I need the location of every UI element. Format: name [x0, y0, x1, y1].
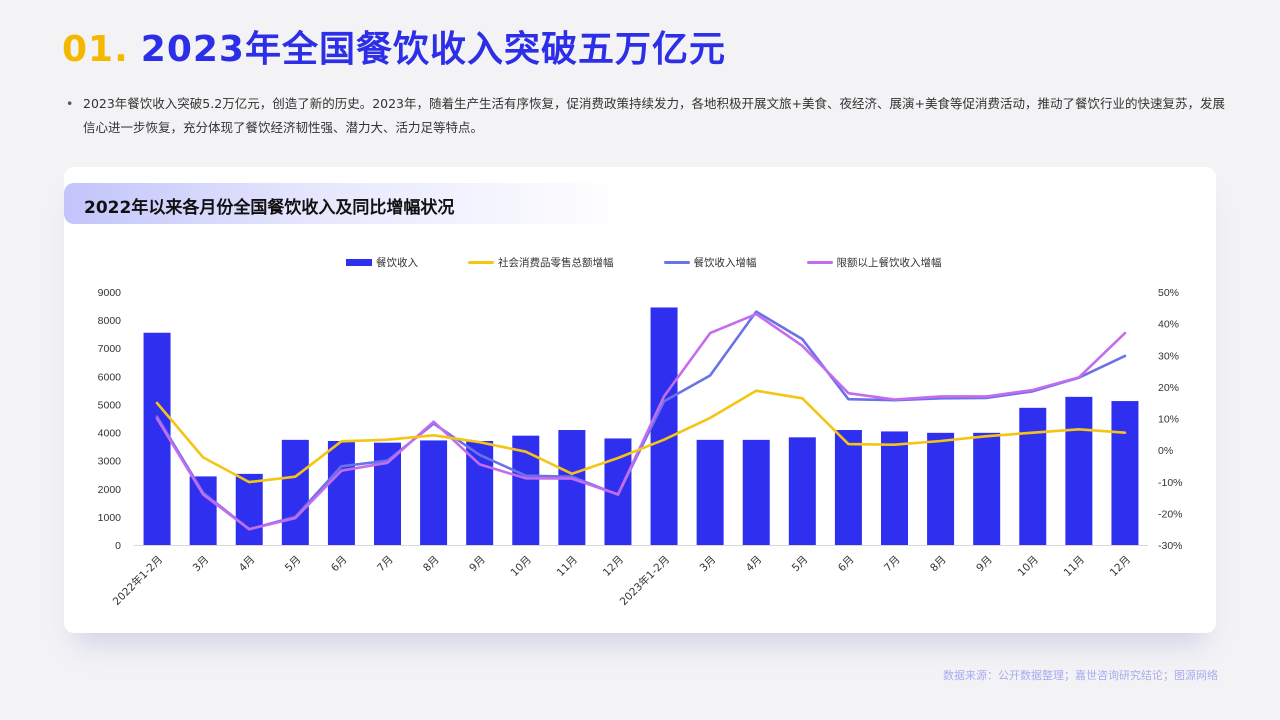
- bar-revenue: [235, 473, 263, 545]
- chart-header: 2022年以来各月份全国餐饮收入及同比增幅状况: [64, 183, 624, 224]
- y-left-tick-label: 8000: [98, 315, 122, 327]
- x-tick-label: 4月: [744, 554, 765, 575]
- bar-revenue: [881, 431, 908, 545]
- x-tick-label: 5月: [283, 554, 304, 575]
- bar-revenue: [281, 439, 309, 545]
- page-title: 01. 2023年全国餐饮收入突破五万亿元: [62, 20, 726, 72]
- bar-revenue: [327, 440, 355, 545]
- bar-revenue: [973, 432, 1001, 545]
- x-tick-label: 7月: [882, 554, 903, 575]
- x-tick-label: 4月: [237, 554, 258, 575]
- x-tick-label: 7月: [375, 554, 396, 575]
- bar-revenue: [420, 440, 448, 545]
- x-tick-label: 11月: [555, 554, 580, 579]
- bar-revenue: [143, 332, 171, 545]
- legend-item-revenue: 餐饮收入: [346, 255, 418, 269]
- legend-line-swatch: [806, 260, 833, 264]
- x-tick-label: 2022年1-2月: [110, 553, 165, 608]
- x-tick-label: 8月: [421, 554, 442, 575]
- x-tick-label: 9月: [467, 554, 488, 575]
- chart-card: 2022年以来各月份全国餐饮收入及同比增幅状况: [64, 167, 1216, 633]
- data-source-note: 数据来源：公开数据整理；嘉世咨询研究结论；图源网络: [943, 669, 1218, 682]
- bar-revenue: [1019, 407, 1047, 545]
- legend-bar-swatch: [346, 258, 372, 266]
- y-right-tick-label: 0%: [1158, 445, 1173, 457]
- bar-revenue: [1111, 401, 1139, 545]
- y-left-tick-label: 1000: [98, 512, 122, 524]
- y-left-tick-label: 0: [115, 540, 121, 552]
- legend-item-catering-growth: 餐饮收入增幅: [663, 255, 757, 269]
- x-tick-label: 3月: [698, 554, 719, 575]
- x-tick-label: 8月: [928, 554, 949, 575]
- x-tick-label: 10月: [1016, 554, 1041, 579]
- bar-revenue: [788, 437, 816, 545]
- y-right-tick-label: 10%: [1158, 414, 1179, 426]
- x-tick-label: 9月: [974, 554, 995, 575]
- title-text: 2023年全国餐饮收入突破五万亿元: [140, 29, 726, 70]
- y-right-tick-label: -20%: [1158, 508, 1183, 520]
- y-right-tick-label: 40%: [1158, 319, 1179, 331]
- legend-line-swatch: [663, 260, 690, 264]
- y-right-tick-label: -30%: [1158, 540, 1183, 552]
- bar-revenue: [189, 476, 217, 545]
- chart-legend: 餐饮收入 社会消费品零售总额增幅 餐饮收入增幅 限额以上餐饮收入增幅: [346, 255, 942, 269]
- y-left-tick-label: 9000: [98, 287, 122, 299]
- x-tick-label: 12月: [1108, 554, 1133, 579]
- bar-revenue: [374, 442, 401, 545]
- title-number: 01.: [62, 29, 129, 70]
- bar-revenue: [1065, 396, 1093, 545]
- bar-revenue: [512, 435, 540, 545]
- bar-revenue: [696, 439, 724, 545]
- y-right-tick-label: 50%: [1158, 287, 1179, 299]
- bar-revenue: [927, 432, 955, 545]
- legend-label: 限额以上餐饮收入增幅: [836, 256, 942, 269]
- summary-paragraph: • 2023年餐饮收入突破5.2万亿元，创造了新的历史。2023年，随着生产生活…: [66, 92, 1226, 140]
- legend-line-swatch: [468, 260, 494, 264]
- y-left-tick-label: 3000: [98, 456, 122, 468]
- x-tick-label: 10月: [509, 554, 534, 579]
- bar-revenue: [558, 430, 586, 545]
- legend-item-above-quota-growth: 限额以上餐饮收入增幅: [806, 255, 942, 269]
- y-left-tick-label: 6000: [98, 371, 122, 383]
- line-retail-growth: [155, 389, 1127, 484]
- legend-label: 餐饮收入: [376, 256, 418, 269]
- chart-title: 2022年以来各月份全国餐饮收入及同比增幅状况: [84, 198, 455, 218]
- bullet-dot-icon: •: [66, 96, 74, 111]
- y-left-tick-label: 4000: [98, 428, 122, 440]
- bar-revenue: [834, 430, 862, 545]
- y-right-tick-label: 20%: [1158, 382, 1179, 394]
- y-left-tick-label: 2000: [98, 484, 122, 496]
- x-tick-label: 5月: [790, 554, 811, 575]
- x-tick-label: 3月: [191, 554, 212, 575]
- bar-revenue: [650, 307, 678, 545]
- y-right-tick-label: -10%: [1158, 477, 1183, 489]
- x-tick-label: 6月: [836, 554, 857, 575]
- legend-label: 社会消费品零售总额增幅: [498, 256, 614, 269]
- x-tick-label: 11月: [1062, 554, 1087, 579]
- x-tick-label: 12月: [601, 554, 626, 579]
- bar-revenue: [742, 439, 770, 545]
- summary-text: 2023年餐饮收入突破5.2万亿元，创造了新的历史。2023年，随着生产生活有序…: [83, 96, 1225, 135]
- y-left-tick-label: 7000: [98, 343, 122, 355]
- y-left-tick-label: 5000: [98, 399, 122, 411]
- line-above-quota-growth: [155, 312, 1127, 531]
- x-tick-label: 6月: [329, 554, 350, 575]
- legend-label: 餐饮收入增幅: [693, 256, 757, 269]
- legend-item-retail-growth: 社会消费品零售总额增幅: [468, 255, 614, 269]
- y-right-tick-label: 30%: [1158, 350, 1179, 362]
- x-tick-label: 2023年1-2月: [617, 553, 672, 608]
